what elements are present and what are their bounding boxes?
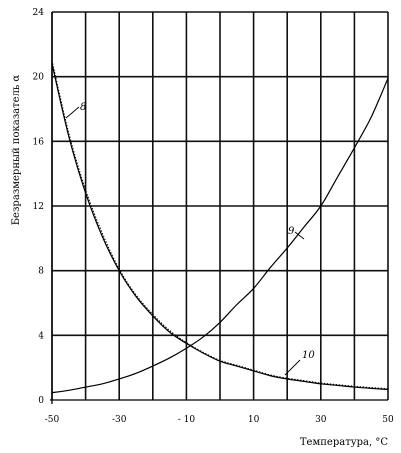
y-tick-label: 16 — [33, 137, 45, 147]
y-tick-label: 24 — [33, 8, 45, 18]
series-label-10: 10 — [302, 350, 315, 361]
series-line-9 — [51, 78, 389, 394]
grid — [51, 11, 389, 400]
series-line-8 — [51, 63, 389, 391]
x-axis-label: Температура, °С — [300, 437, 388, 448]
series-leader-9 — [294, 231, 305, 240]
x-tick-label: - 10 — [178, 415, 196, 425]
y-tick-label: 8 — [38, 267, 44, 277]
series-label-9: 9 — [288, 226, 295, 237]
y-axis-label: Безразмерный показатель α — [11, 74, 22, 225]
series-leader-8 — [65, 106, 80, 119]
x-tick-label: -30 — [112, 415, 127, 425]
y-tick-label: 12 — [33, 202, 44, 212]
y-tick-label: 20 — [33, 73, 45, 83]
x-tick-label: -50 — [45, 415, 60, 425]
series-line-10 — [51, 60, 389, 390]
y-tick-label: 4 — [38, 331, 44, 341]
x-tick-label: 50 — [382, 415, 394, 425]
y-tick-label: 0 — [38, 396, 44, 406]
series-leader-10 — [284, 359, 301, 376]
x-tick-label: 30 — [315, 415, 327, 425]
tick-labels: 0 4 8 12 16 20 24 -50 -30 - 10 10 30 50 — [33, 8, 394, 425]
x-tick-label: 10 — [248, 415, 260, 425]
curves — [51, 60, 389, 394]
axes — [50, 12, 388, 404]
series-label-8: 8 — [80, 102, 86, 113]
